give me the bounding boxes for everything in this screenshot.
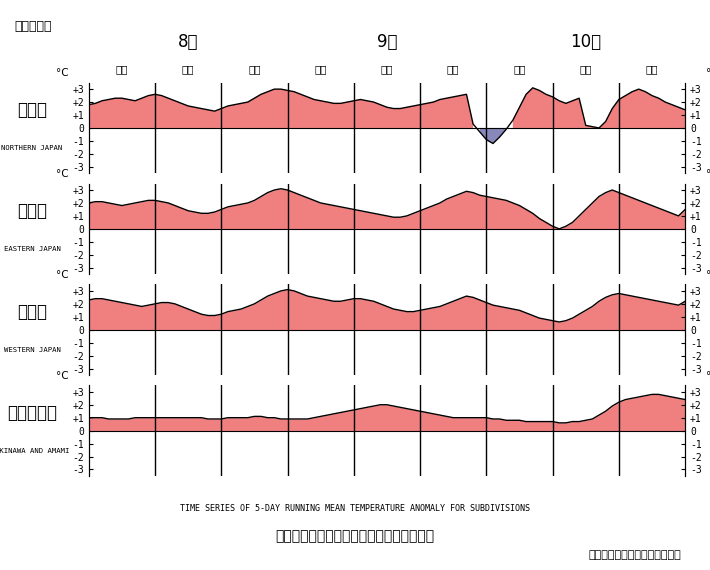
Text: °C: °C	[55, 68, 68, 78]
Text: 8月: 8月	[178, 33, 198, 51]
Text: 10月: 10月	[570, 33, 601, 51]
Text: °C: °C	[706, 371, 710, 381]
Text: °C: °C	[706, 270, 710, 280]
Text: °C: °C	[55, 371, 68, 381]
Text: WESTERN JAPAN: WESTERN JAPAN	[4, 347, 60, 353]
Text: 中旬: 中旬	[182, 64, 195, 74]
Text: ２０２４年: ２０２４年	[14, 20, 52, 33]
Text: 更新日：２０２４年１１月１日: 更新日：２０２４年１１月１日	[589, 549, 682, 560]
Text: °C: °C	[55, 169, 68, 179]
Text: NORTHERN JAPAN: NORTHERN JAPAN	[1, 145, 62, 151]
Text: 地域平均気温平年差の５日移動平均時系列: 地域平均気温平年差の５日移動平均時系列	[275, 529, 435, 543]
Text: EASTERN JAPAN: EASTERN JAPAN	[4, 246, 60, 252]
Text: °C: °C	[706, 68, 710, 78]
Text: 下旬: 下旬	[646, 64, 658, 74]
Text: TIME SERIES OF 5-DAY RUNNING MEAN TEMPERATURE ANOMALY FOR SUBDIVISIONS: TIME SERIES OF 5-DAY RUNNING MEAN TEMPER…	[180, 504, 530, 514]
Text: 沖縄・奄美: 沖縄・奄美	[7, 404, 57, 421]
Text: °C: °C	[706, 169, 710, 179]
Text: 上旬: 上旬	[116, 64, 128, 74]
Text: 上旬: 上旬	[513, 64, 525, 74]
Text: OKINAWA AND AMAMI: OKINAWA AND AMAMI	[0, 447, 70, 454]
Text: 西日本: 西日本	[17, 303, 47, 320]
Text: 下旬: 下旬	[248, 64, 261, 74]
Text: 中旬: 中旬	[381, 64, 393, 74]
Text: 9月: 9月	[377, 33, 397, 51]
Text: °C: °C	[55, 270, 68, 280]
Text: 北日本: 北日本	[17, 101, 47, 119]
Text: 下旬: 下旬	[447, 64, 459, 74]
Text: 中旬: 中旬	[579, 64, 592, 74]
Text: 東日本: 東日本	[17, 202, 47, 219]
Text: 上旬: 上旬	[315, 64, 327, 74]
